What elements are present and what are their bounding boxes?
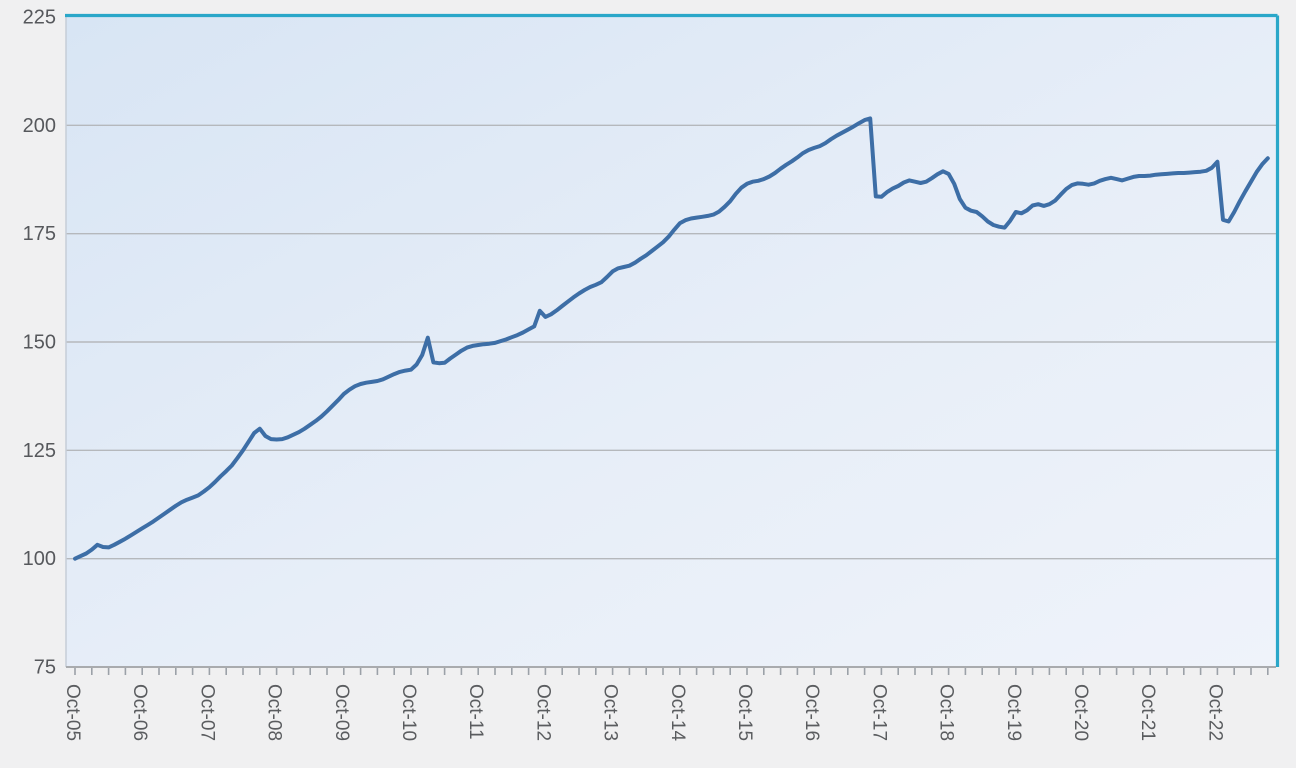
y-axis-labels: 75 100 125 150 175 200 225 — [23, 7, 56, 679]
x-tick-label: Oct-13 — [600, 684, 621, 741]
x-tick-label: Oct-07 — [196, 684, 217, 741]
x-tick-label: Oct-06 — [129, 684, 150, 741]
x-tick-label: Oct-15 — [734, 684, 755, 741]
x-tick-label: Oct-11 — [465, 684, 486, 740]
x-tick-label: Oct-21 — [1137, 684, 1158, 741]
y-tick-label: 175 — [23, 223, 56, 245]
x-tick-label: Oct-22 — [1204, 684, 1225, 741]
x-tick-label: Oct-10 — [398, 684, 419, 741]
x-axis-labels: Oct-05 Oct-06 Oct-07 Oct-08 Oct-09 Oct-10 Oct-… — [62, 684, 1225, 741]
x-tick-label: Oct-17 — [868, 684, 889, 741]
x-tick-label: Oct-18 — [936, 684, 957, 741]
x-tick-label: Oct-05 — [62, 684, 83, 741]
x-tick-label: Oct-20 — [1070, 684, 1091, 741]
y-tick-label: 75 — [34, 657, 56, 679]
gridlines — [66, 124, 1276, 560]
y-tick-label: 125 — [23, 440, 56, 462]
y-tick-label: 100 — [23, 548, 56, 570]
x-tick-label: Oct-19 — [1003, 684, 1024, 741]
data-line-series — [73, 116, 1270, 561]
y-tick-label: 150 — [23, 332, 56, 354]
x-tick-label: Oct-12 — [532, 684, 553, 741]
y-tick-label: 200 — [23, 115, 56, 137]
x-tick-label: Oct-09 — [331, 684, 352, 741]
x-axis-ticks — [74, 668, 1269, 675]
x-tick-label: Oct-14 — [667, 684, 688, 741]
y-tick-label: 225 — [23, 7, 56, 29]
x-tick-label: Oct-08 — [264, 684, 285, 741]
x-tick-label: Oct-16 — [801, 684, 822, 741]
